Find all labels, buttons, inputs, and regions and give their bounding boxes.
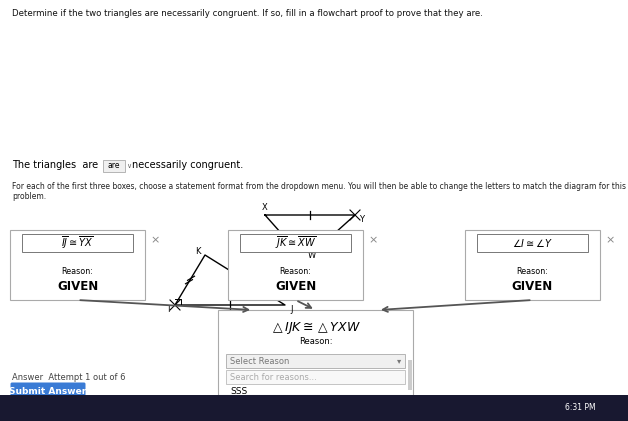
Text: Reason:: Reason: — [299, 338, 332, 346]
FancyBboxPatch shape — [465, 230, 600, 300]
Text: Select Reason: Select Reason — [230, 357, 290, 365]
Text: Reason:: Reason: — [517, 267, 548, 277]
FancyBboxPatch shape — [0, 395, 628, 421]
Text: The triangles  are: The triangles are — [12, 160, 98, 170]
Text: Answer  Attempt 1 out of 6: Answer Attempt 1 out of 6 — [12, 373, 126, 383]
Text: Search for reasons...: Search for reasons... — [230, 373, 317, 381]
Text: ×: × — [368, 235, 377, 245]
Text: $\overline{IJ} \cong \overline{YX}$: $\overline{IJ} \cong \overline{YX}$ — [62, 234, 94, 251]
Text: K: K — [195, 247, 201, 256]
Text: GIVEN: GIVEN — [57, 280, 98, 293]
FancyBboxPatch shape — [226, 370, 405, 384]
Text: I: I — [167, 304, 170, 314]
Text: GIVEN: GIVEN — [512, 280, 553, 293]
FancyBboxPatch shape — [228, 230, 363, 300]
FancyBboxPatch shape — [103, 160, 125, 172]
FancyBboxPatch shape — [408, 360, 412, 390]
FancyBboxPatch shape — [240, 234, 351, 252]
Text: Reason:: Reason: — [279, 267, 311, 277]
Text: ▾: ▾ — [397, 357, 401, 365]
FancyBboxPatch shape — [218, 310, 413, 395]
Text: W: W — [308, 250, 316, 259]
Text: Determine if the two triangles are necessarily congruent. If so, fill in a flowc: Determine if the two triangles are neces… — [12, 9, 483, 18]
Text: are: are — [108, 162, 121, 171]
FancyBboxPatch shape — [0, 0, 628, 395]
FancyBboxPatch shape — [477, 234, 588, 252]
Text: Reason:: Reason: — [62, 267, 94, 277]
Text: $\overline{JK} \cong \overline{XW}$: $\overline{JK} \cong \overline{XW}$ — [275, 234, 317, 251]
Text: SSS: SSS — [230, 387, 247, 397]
Text: Submit Answer: Submit Answer — [9, 387, 87, 397]
Text: necessarily congruent.: necessarily congruent. — [132, 160, 243, 170]
FancyBboxPatch shape — [10, 230, 145, 300]
Text: Y: Y — [359, 215, 364, 224]
Text: $\angle I \cong \angle Y$: $\angle I \cong \angle Y$ — [512, 237, 553, 249]
Text: 6:31 PM: 6:31 PM — [565, 403, 595, 413]
Text: J: J — [291, 304, 293, 314]
Text: For each of the first three boxes, choose a statement format from the dropdown m: For each of the first three boxes, choos… — [12, 182, 626, 201]
FancyBboxPatch shape — [22, 234, 133, 252]
Text: ×: × — [605, 235, 614, 245]
Text: X: X — [262, 203, 268, 211]
FancyBboxPatch shape — [226, 354, 405, 368]
Text: SAS: SAS — [230, 400, 248, 408]
Text: GIVEN: GIVEN — [275, 280, 316, 293]
FancyBboxPatch shape — [11, 383, 85, 402]
Text: $\triangle IJK \cong \triangle YXW$: $\triangle IJK \cong \triangle YXW$ — [270, 320, 361, 336]
Text: ×: × — [150, 235, 160, 245]
Text: ∨: ∨ — [126, 163, 131, 169]
